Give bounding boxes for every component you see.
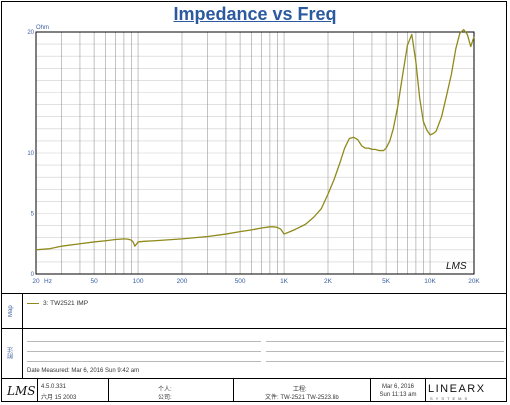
linearx-logo-subtitle: SYSTEMS [430,396,471,401]
footer-divider [37,379,38,402]
company-label: 公司: [158,395,172,401]
y-tick-label: 20 [27,30,34,36]
map-bottom-separator [1,328,507,329]
x-tick-label: 20 [32,278,40,285]
lms-watermark: LMS [446,261,467,272]
plot-border [35,31,475,275]
file-name: 文件: TW-2521 TW-2523.lib [265,395,339,401]
legend-entry: 3: TW2521 IMP [43,300,89,307]
x-tick-label: 100 [133,278,144,285]
footer-divider [108,379,109,402]
project-label: 工程: [293,387,307,393]
x-tick-label: 500 [235,278,246,285]
version-date: 六月 15 2003 [41,395,77,401]
side-label-separator [22,294,23,378]
footer-divider [425,379,426,402]
y-tick-label: 0 [31,272,35,278]
note-line [27,361,261,362]
x-axis-label: Hz [44,278,52,285]
series-line [35,28,475,251]
x-tick-label: 200 [177,278,188,285]
notes-bottom-separator [1,378,507,379]
x-tick-label: 1K [280,278,289,285]
version-number: 4.5.0.331 [41,384,67,390]
x-tick-label: 20K [468,278,480,285]
footer-divider [233,379,234,402]
note-line [27,341,261,342]
chart-legend: 3: TW2521 IMP [27,300,88,307]
x-tick-label: 10K [424,278,436,285]
date-measured: Date Measured: Mar 6, 2016 Sun 9:42 am [27,368,140,374]
chart-title: Impedance vs Freq [173,4,337,24]
y-tick-label: 5 [31,212,35,218]
x-tick-label: 50 [90,278,98,285]
lms-logo: LMS [7,384,36,398]
linearx-logo: LINEARX [428,383,486,395]
note-line [266,341,504,342]
map-side-label: Map [8,305,14,317]
footer-time: Sun 11:13 am [379,392,417,398]
note-line [266,351,504,352]
notes-side-label: 附注 [8,347,15,360]
x-tick-label: 2K [324,278,333,285]
note-line [27,351,261,352]
y-tick-label: 10 [27,151,34,157]
person-label: 个人: [158,387,172,393]
y-axis-label: Ohm [36,25,49,31]
footer-date: Mar 6, 2016 [381,384,415,390]
footer-divider [370,379,371,402]
note-line [266,361,504,362]
legend-swatch [27,303,39,304]
chart-bottom-separator [1,293,507,294]
x-tick-label: 5K [382,278,391,285]
